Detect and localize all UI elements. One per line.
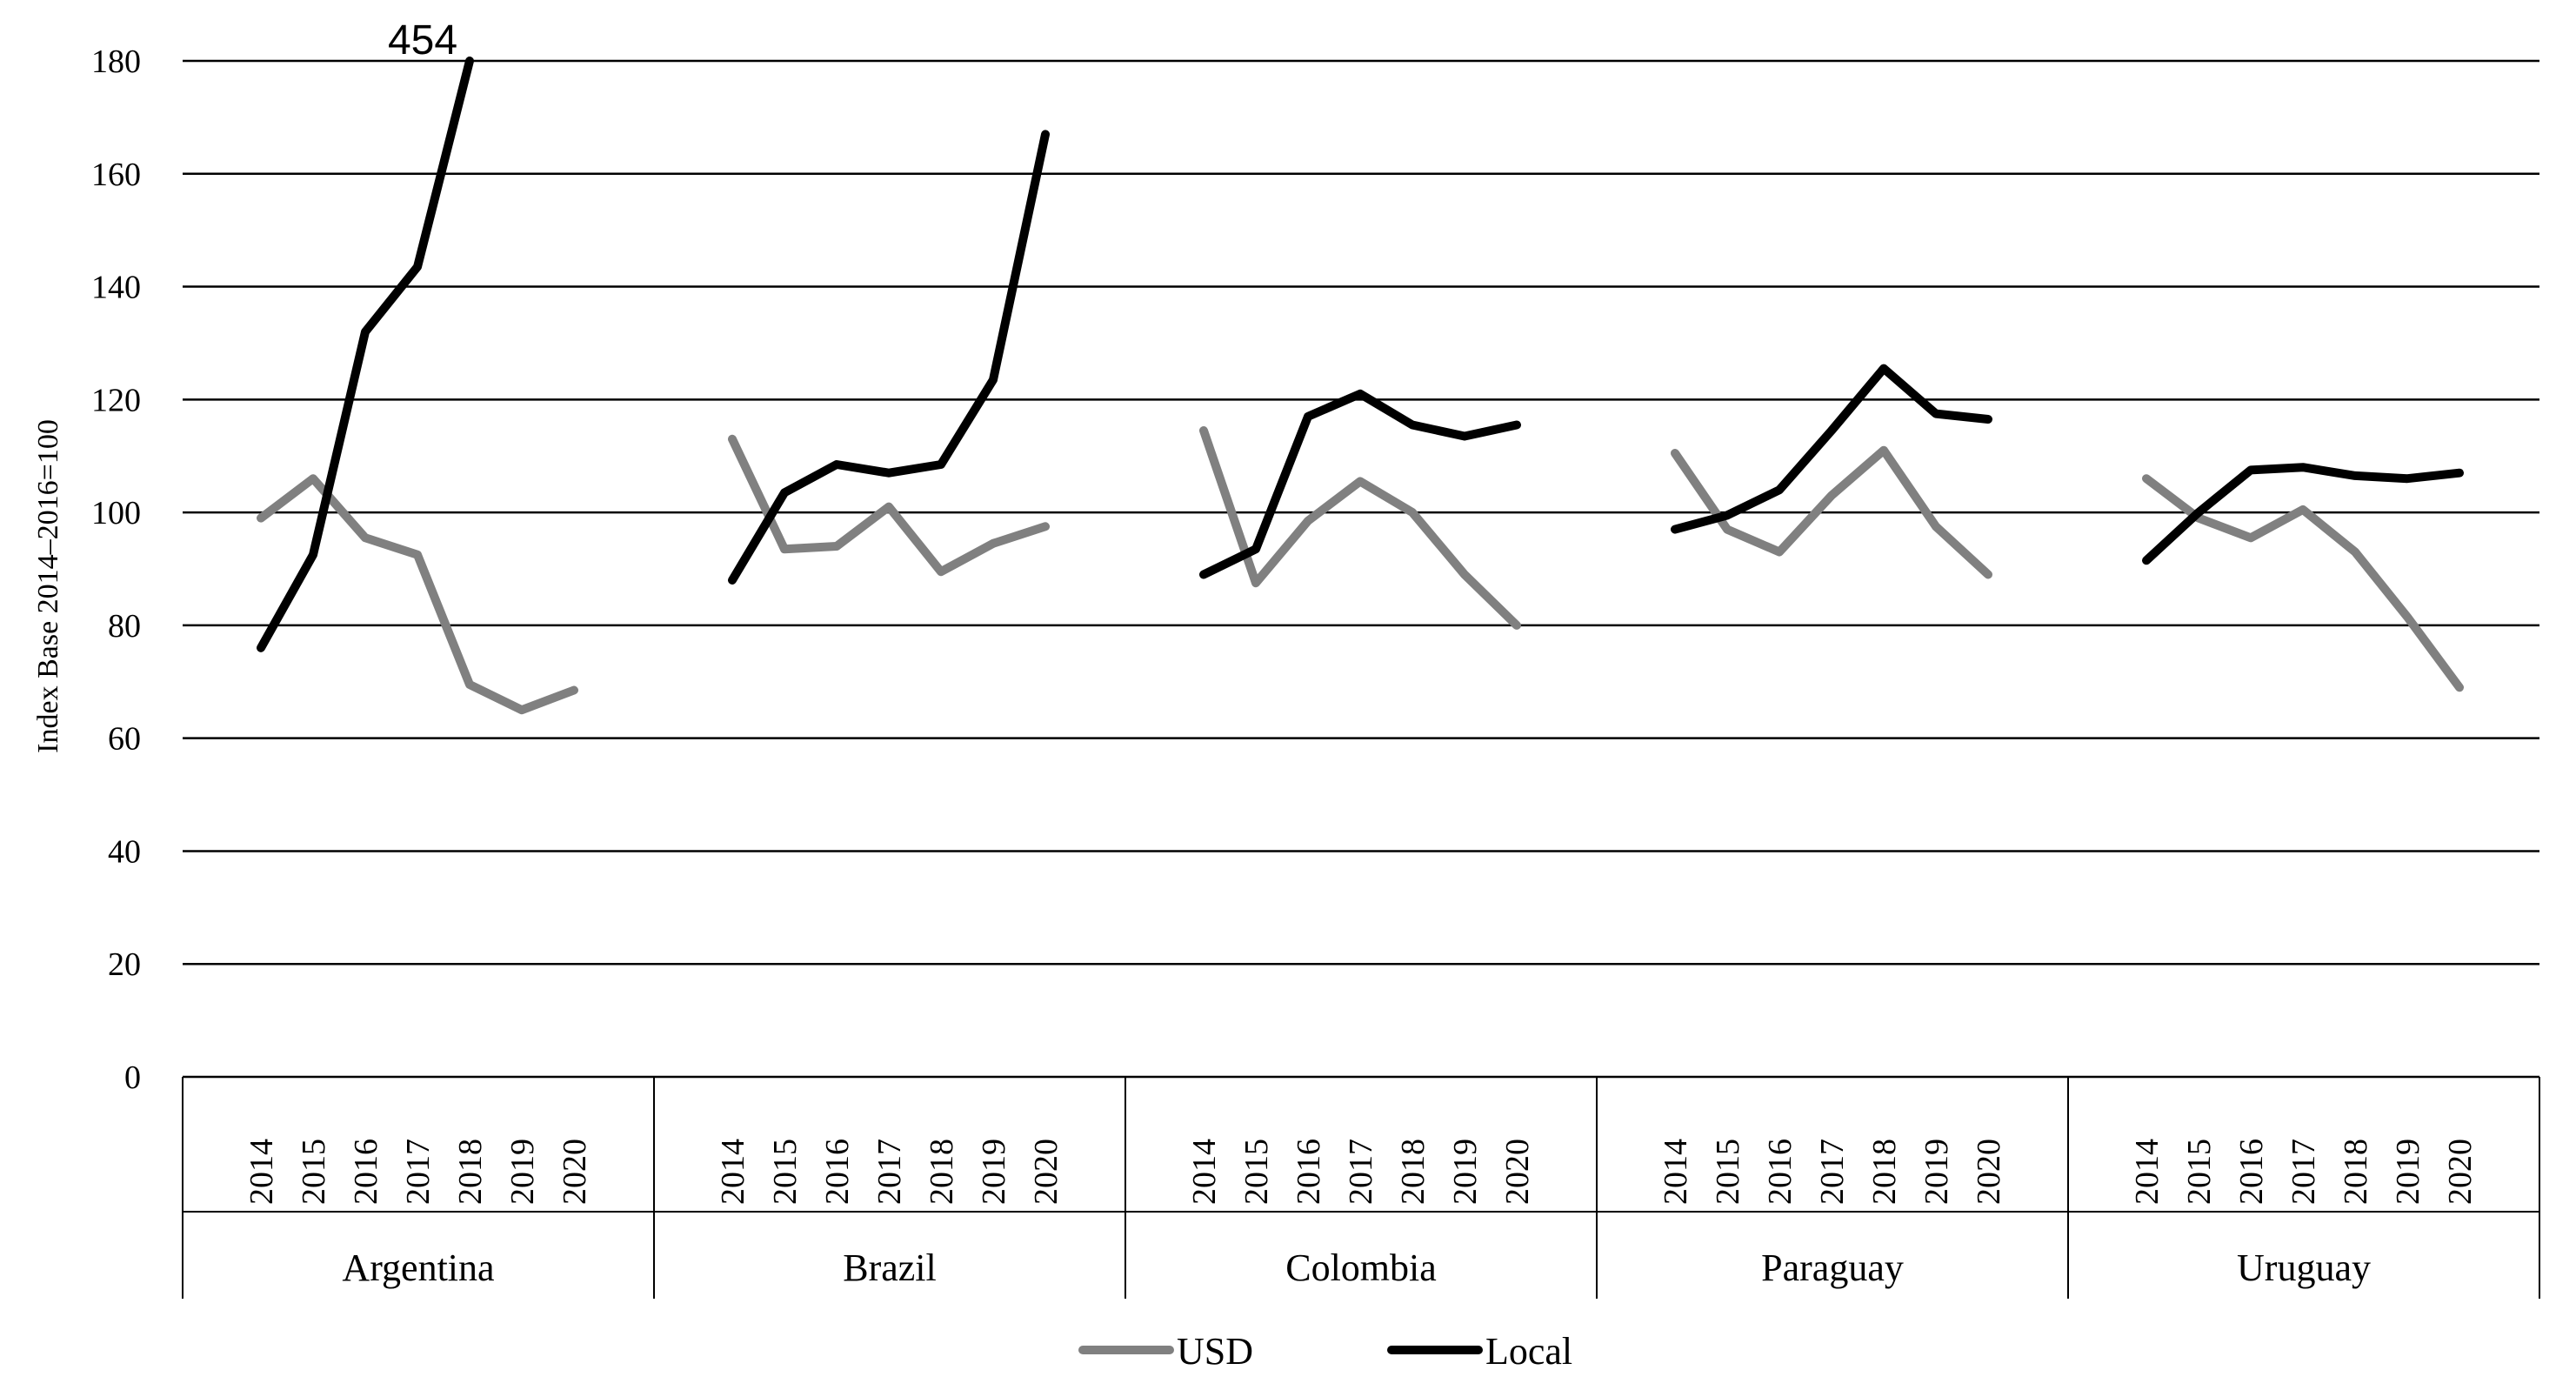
y-tick-label: 20 — [108, 946, 141, 983]
y-tick-label: 140 — [91, 270, 141, 306]
y-tick-label: 180 — [91, 43, 141, 80]
y-tick-label: 40 — [108, 833, 141, 870]
legend-label-local: Local — [1485, 1330, 1572, 1373]
x-tick-label: 2016 — [819, 1139, 856, 1205]
x-tick-label: 2019 — [976, 1139, 1012, 1205]
x-tick-label: 2015 — [1710, 1139, 1746, 1205]
series-line-usd-uruguay — [2142, 474, 2464, 692]
group-label: Brazil — [843, 1246, 937, 1289]
data-annotation: 454 — [388, 17, 457, 63]
series-line-usd-colombia — [1199, 426, 1521, 630]
x-tick-label: 2020 — [1499, 1139, 1536, 1205]
x-tick-label: 2018 — [1395, 1139, 1431, 1205]
x-axis: 2014 2015 2016 2017 2018 2019 2020 Argentina 201… — [182, 1077, 2540, 1299]
series-line-local-argentina — [257, 57, 474, 652]
x-tick-label: 2017 — [1814, 1139, 1851, 1205]
x-tick-label: 2016 — [1291, 1139, 1327, 1205]
x-tick-label: 2020 — [1971, 1139, 2007, 1205]
x-tick-label: 2019 — [1447, 1139, 1484, 1205]
y-tick-label: 120 — [91, 382, 141, 418]
x-tick-label: 2015 — [1238, 1139, 1275, 1205]
x-tick-label: 2018 — [2338, 1139, 2374, 1205]
x-tick-label: 2017 — [2286, 1139, 2322, 1205]
series-line-local-brazil — [728, 130, 1050, 585]
x-tick-label: 2015 — [767, 1139, 804, 1205]
series-line-usd-paraguay — [1671, 445, 1992, 579]
x-tick-label: 2016 — [348, 1139, 384, 1205]
series-lines — [257, 57, 2464, 715]
legend-label-usd: USD — [1177, 1330, 1253, 1373]
series-line-local-uruguay — [2142, 463, 2464, 565]
x-tick-label: 2017 — [871, 1139, 908, 1205]
x-tick-label: 2019 — [504, 1139, 541, 1205]
y-axis-ticks: 0 20 40 60 80 100 120 140 160 180 — [91, 43, 141, 1096]
group-label: Uruguay — [2237, 1246, 2371, 1289]
x-tick-label: 2020 — [1028, 1139, 1064, 1205]
legend: USD Local — [1078, 1330, 1572, 1373]
x-tick-label: 2017 — [1343, 1139, 1379, 1205]
x-tick-label: 2014 — [244, 1139, 280, 1205]
x-tick-label: 2019 — [1919, 1139, 1955, 1205]
x-tick-label: 2014 — [1658, 1139, 1694, 1205]
y-tick-label: 100 — [91, 495, 141, 531]
y-tick-label: 60 — [108, 721, 141, 758]
x-tick-label: 2014 — [1186, 1139, 1223, 1205]
x-tick-label: 2018 — [452, 1139, 489, 1205]
x-tick-label: 2017 — [400, 1139, 437, 1205]
annotations: 454 — [388, 17, 457, 63]
group-label: Argentina — [342, 1246, 494, 1289]
x-tick-label: 2018 — [1866, 1139, 1903, 1205]
x-tick-label: 2018 — [924, 1139, 960, 1205]
x-tick-label: 2016 — [1762, 1139, 1799, 1205]
x-tick-label: 2020 — [2442, 1139, 2479, 1205]
x-tick-label: 2016 — [2233, 1139, 2270, 1205]
y-tick-label: 0 — [124, 1059, 141, 1096]
y-tick-label: 160 — [91, 157, 141, 193]
series-line-local-paraguay — [1671, 364, 1992, 534]
series-line-usd-brazil — [728, 434, 1050, 577]
x-tick-label: 2015 — [2181, 1139, 2218, 1205]
series-line-local-colombia — [1199, 389, 1521, 579]
x-tick-label: 2020 — [557, 1139, 593, 1205]
group-label: Paraguay — [1761, 1246, 1904, 1289]
x-tick-label: 2015 — [296, 1139, 332, 1205]
x-tick-label: 2014 — [2129, 1139, 2166, 1205]
series-line-usd-argentina — [257, 474, 578, 715]
y-axis-title: Index Base 2014–2016=100 — [32, 419, 64, 753]
x-tick-label: 2014 — [715, 1139, 751, 1205]
gridlines — [183, 59, 2539, 1079]
x-tick-label: 2019 — [2390, 1139, 2426, 1205]
y-tick-label: 80 — [108, 608, 141, 645]
group-label: Colombia — [1285, 1246, 1437, 1289]
